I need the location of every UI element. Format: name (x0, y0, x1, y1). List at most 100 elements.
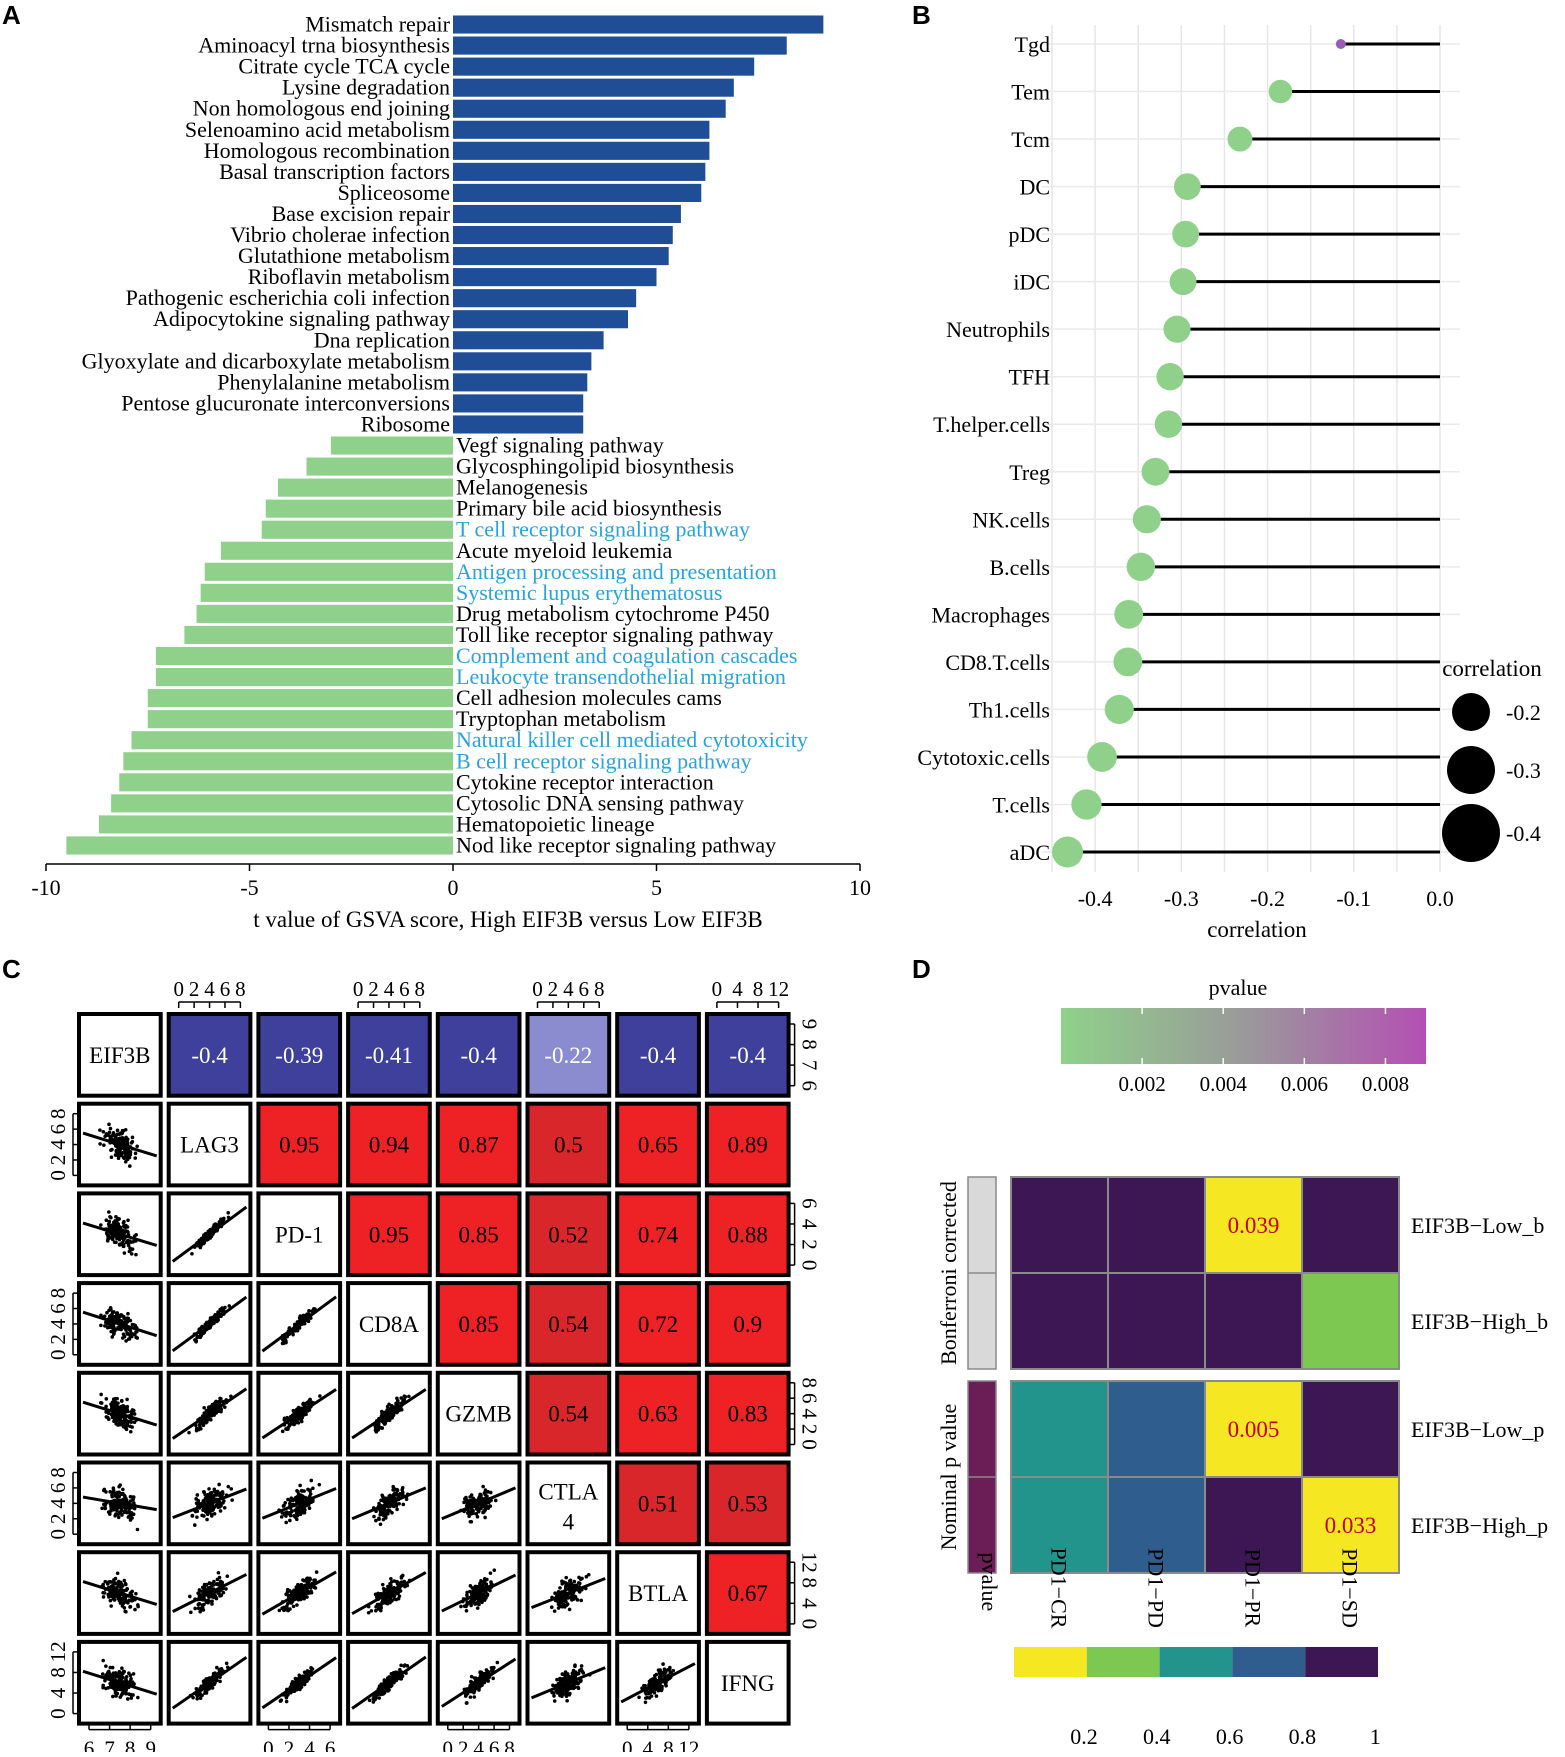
regression-line (172, 1487, 247, 1520)
scatter-point (644, 1692, 648, 1696)
gsva-bar-label: Selenoamino acid metabolism (185, 117, 450, 142)
cell-type-label: DC (1019, 175, 1050, 200)
scatter-point (388, 1504, 392, 1509)
scatter-point (224, 1661, 229, 1666)
legend-size-label: -0.4 (1506, 821, 1541, 846)
correlation-value: -0.4 (640, 1043, 677, 1068)
correlation-value: -0.41 (365, 1043, 413, 1068)
regression-line (261, 1656, 337, 1710)
scatter-point (295, 1603, 299, 1607)
scatter-point (483, 1508, 488, 1512)
scatter-point (282, 1512, 287, 1517)
gsva-bar-label: Ribosome (361, 411, 450, 436)
scatter-point (399, 1580, 404, 1584)
gsva-bar (453, 394, 584, 413)
scatter-point (551, 1683, 555, 1688)
scatter-point (110, 1335, 115, 1339)
scatter-point (581, 1671, 586, 1675)
scatter-point (560, 1680, 565, 1684)
scatter-point (222, 1506, 227, 1510)
scatter-point (195, 1696, 200, 1701)
scatter-point (478, 1492, 483, 1497)
scatter-point (103, 1579, 108, 1584)
scatter-point (126, 1230, 130, 1234)
scatter-point (215, 1665, 219, 1670)
scatter-point (109, 1155, 114, 1159)
scatter-point (131, 1672, 136, 1676)
scatter-point (129, 1495, 134, 1499)
scatter-point (300, 1594, 305, 1599)
gsva-bar-label: Glutathione metabolism (238, 243, 450, 268)
variable-label: GZMB (445, 1402, 511, 1427)
scatter-point (388, 1414, 393, 1418)
correlation-value: 0.51 (638, 1491, 678, 1516)
axis-tick-label: 6 (46, 1303, 70, 1314)
lollipop-point (1104, 694, 1134, 724)
axis-tick-label: 8 (46, 1467, 70, 1478)
scatter-point (381, 1586, 386, 1591)
scatter-point (564, 1689, 569, 1694)
correlation-cell (256, 1012, 343, 1098)
correlation-cell (615, 1012, 701, 1098)
correlation-cell (525, 1012, 612, 1098)
scatter-point (124, 1339, 128, 1343)
gsva-bar-label: Phenylalanine metabolism (217, 369, 450, 394)
scatter-point (124, 1582, 128, 1587)
scatter-point (119, 1585, 124, 1590)
scatter-point (99, 1223, 103, 1227)
scatter-point (225, 1574, 230, 1579)
pvalue-legend-tick-label: 0.004 (1200, 1072, 1248, 1096)
heatmap-row-label: EIF3B−High_b (1411, 1309, 1548, 1334)
scatter-point (577, 1581, 582, 1586)
scatter-point (313, 1578, 317, 1583)
heatmap-column-label: PD1−SD (1338, 1548, 1363, 1628)
axis-tick-label: 8 (125, 1737, 136, 1752)
scatter-point (471, 1689, 476, 1693)
gsva-bar-label: Homologous recombination (204, 138, 450, 163)
scatter-point (110, 1584, 114, 1589)
axis-tick-label: 0 (173, 977, 184, 1001)
gsva-bar (453, 141, 710, 160)
axis-tick-label: 0 (263, 1737, 274, 1752)
scatter-point (121, 1487, 125, 1492)
scatter-point (376, 1591, 380, 1596)
pvalue-legend-tick-label: 0.008 (1362, 1072, 1409, 1096)
lollipop-point (1156, 363, 1184, 391)
scatter-point (201, 1608, 206, 1612)
gsva-bar (453, 289, 637, 308)
scatter-point (491, 1676, 495, 1681)
scatter-point (116, 1511, 121, 1516)
scatter-point (102, 1502, 106, 1507)
scatter-point (389, 1577, 393, 1581)
scatter-point (110, 1665, 115, 1670)
scatter-point (127, 1337, 132, 1341)
legend-size-circle (1442, 804, 1500, 862)
cell-type-label: iDC (1013, 270, 1050, 295)
axis-tick-label: 6 (579, 977, 590, 1001)
scatter-point (103, 1320, 108, 1325)
scatter-point (382, 1410, 387, 1415)
scatter-point (651, 1680, 656, 1684)
scatter-point (395, 1396, 399, 1401)
scatter-point (480, 1683, 484, 1687)
scatter-point (113, 1414, 117, 1418)
lollipop-point (1141, 457, 1170, 486)
scatter-point (129, 1252, 134, 1256)
scatter-point (372, 1514, 376, 1519)
scatter-point (493, 1498, 498, 1503)
scatter-point (113, 1403, 117, 1408)
panel-label-a: A (2, 0, 21, 30)
scatter-point (491, 1665, 496, 1670)
scatter-point (307, 1506, 312, 1510)
scatter-point (663, 1670, 668, 1675)
scatter-point (104, 1397, 109, 1401)
gsva-bar-label: Complement and coagulation cascades (456, 643, 798, 668)
axis-tick-label: 4 (46, 1687, 70, 1698)
scatter-point (109, 1316, 113, 1320)
gsva-bar (453, 247, 669, 266)
scatter-point (570, 1674, 575, 1679)
scatter-point (127, 1155, 132, 1160)
axis-tick-label: 6 (325, 1737, 336, 1752)
correlation-value: 0.53 (728, 1491, 768, 1516)
